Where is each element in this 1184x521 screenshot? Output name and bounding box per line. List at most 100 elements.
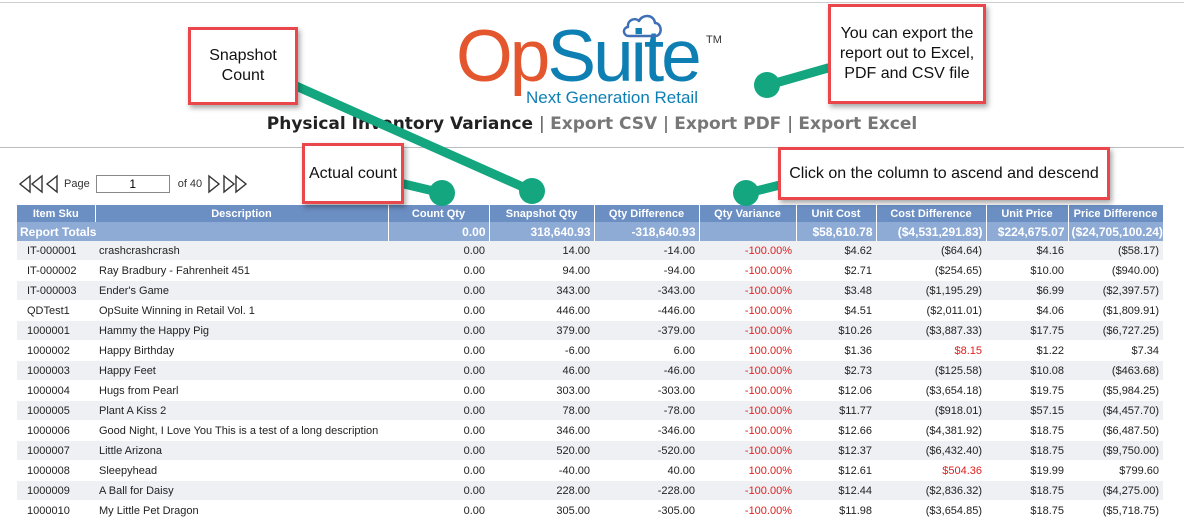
qty-difference-cell: -520.00 (594, 440, 699, 461)
count-qty-cell: 0.00 (388, 260, 489, 281)
unit-price-cell: $19.99 (986, 460, 1068, 481)
qty-difference-cell: -379.00 (594, 320, 699, 341)
col-header-cost-difference[interactable]: Cost Difference (876, 205, 987, 222)
separator: | (663, 114, 675, 134)
cost-difference-cell: ($2,836.32) (876, 480, 986, 501)
unit-cost-cell: $12.44 (796, 480, 876, 501)
price-difference-cell: ($2,397.57) (1068, 280, 1163, 301)
opsuite-logo: OpSuite TM Next Generation Retail (456, 14, 728, 110)
table-row: 1000001 Hammy the Happy Pig 0.00 379.00 -379… (17, 320, 1163, 341)
logo-tagline: Next Generation Retail (526, 88, 698, 107)
col-header-snapshot-qty[interactable]: Snapshot Qty (489, 205, 595, 222)
qty-difference-cell: -46.00 (594, 360, 699, 381)
qty-variance-cell: -100.00% (699, 280, 796, 301)
item-sku-cell: IT-000001 (17, 241, 95, 261)
price-difference-cell: ($463.68) (1068, 360, 1163, 381)
separator: | (539, 114, 551, 134)
unit-cost-cell: $2.73 (796, 360, 876, 381)
unit-cost-cell: $11.98 (796, 500, 876, 521)
item-sku-cell: QDTest1 (17, 300, 95, 321)
totals-count-qty: 0.00 (388, 222, 490, 241)
sort-pointer-line (743, 180, 785, 198)
qty-variance-cell: 100.00% (699, 340, 796, 361)
export-callout: You can export the report out to Excel, … (828, 4, 986, 104)
count-qty-cell: 0.00 (388, 320, 489, 341)
count-qty-cell: 0.00 (388, 440, 489, 461)
next-page-icon[interactable] (206, 174, 222, 194)
unit-cost-cell: $12.06 (796, 380, 876, 401)
col-header-unit-cost[interactable]: Unit Cost (796, 205, 877, 222)
col-header-qty-difference[interactable]: Qty Difference (594, 205, 700, 222)
description-cell: Hammy the Happy Pig (95, 320, 388, 341)
description-cell: Hugs from Pearl (95, 380, 388, 401)
item-sku-cell: 1000010 (17, 500, 95, 521)
header-row: Item Sku Description Count Qty Snapshot … (17, 205, 1164, 222)
cost-difference-cell: ($4,381.92) (876, 420, 986, 441)
price-difference-cell: ($6,727.25) (1068, 320, 1163, 341)
last-page-icon[interactable] (222, 174, 248, 194)
cost-difference-cell: ($254.65) (876, 260, 986, 281)
qty-difference-cell: -78.00 (594, 400, 699, 421)
report-title: Physical Inventory Variance (266, 114, 534, 134)
col-header-qty-variance[interactable]: Qty Variance (699, 205, 797, 222)
count-qty-cell: 0.00 (388, 480, 489, 501)
snapshot-qty-cell: 446.00 (489, 300, 594, 321)
cost-difference-cell: ($918.01) (876, 400, 986, 421)
snapshot-count-callout: Snapshot Count (188, 27, 298, 105)
col-header-description[interactable]: Description (95, 205, 389, 222)
export-pdf-link[interactable]: Export PDF (674, 114, 782, 134)
table-row: 1000003 Happy Feet 0.00 46.00 -46.00 -100.00%… (17, 360, 1163, 381)
qty-difference-cell: -228.00 (594, 480, 699, 501)
qty-difference-cell: -94.00 (594, 260, 699, 281)
description-cell: Good Night, I Love You This is a test of… (95, 420, 388, 441)
table-row: IT-000001 crashcrashcrash 0.00 14.00 -14.00-… (17, 241, 1163, 261)
item-sku-cell: 1000003 (17, 360, 95, 381)
snapshot-qty-cell: 14.00 (489, 241, 594, 261)
actual-marker-dot (429, 180, 455, 206)
item-sku-cell: 1000004 (17, 380, 95, 401)
description-cell: Plant A Kiss 2 (95, 400, 388, 421)
export-excel-link[interactable]: Export Excel (798, 114, 918, 134)
qty-difference-cell: 40.00 (594, 460, 699, 481)
count-qty-cell: 0.00 (388, 340, 489, 361)
table-row: 1000010 My Little Pet Dragon 0.00 305.00 -30… (17, 500, 1163, 521)
cost-difference-cell: $504.36 (876, 460, 986, 481)
price-difference-cell: ($940.00) (1068, 260, 1163, 281)
prev-page-icon[interactable] (44, 174, 60, 194)
unit-price-cell: $10.08 (986, 360, 1068, 381)
qty-variance-cell: -100.00% (699, 241, 796, 261)
unit-price-cell: $57.15 (986, 400, 1068, 421)
table-row: 1000008 Sleepyhead 0.00 -40.00 40.00 100.00% $… (17, 460, 1163, 481)
unit-cost-cell: $4.62 (796, 241, 876, 261)
section-divider (0, 147, 1184, 148)
col-header-price-difference[interactable]: Price Difference (1068, 205, 1164, 222)
first-page-icon[interactable] (18, 174, 44, 194)
snapshot-qty-cell: 379.00 (489, 320, 594, 341)
col-header-count-qty[interactable]: Count Qty (388, 205, 490, 222)
qty-variance-cell: -100.00% (699, 320, 796, 341)
qty-variance-cell: -100.00% (699, 360, 796, 381)
col-header-item-sku[interactable]: Item Sku (17, 205, 96, 222)
count-qty-cell: 0.00 (388, 400, 489, 421)
page-number-input[interactable] (95, 175, 170, 193)
price-difference-cell: ($5,718.75) (1068, 500, 1163, 521)
item-sku-cell: 1000001 (17, 320, 95, 341)
table-row: 1000002 Happy Birthday 0.00 -6.00 6.00 100.00… (17, 340, 1163, 361)
item-sku-cell: 1000007 (17, 440, 95, 461)
table-row: 1000006 Good Night, I Love You This is a … (17, 420, 1163, 441)
unit-price-cell: $4.16 (986, 241, 1068, 261)
cost-difference-cell: ($3,654.85) (876, 500, 986, 521)
description-cell: Ender's Game (95, 280, 388, 301)
unit-cost-cell: $12.66 (796, 420, 876, 441)
unit-price-cell: $18.75 (986, 480, 1068, 501)
col-header-unit-price[interactable]: Unit Price (986, 205, 1069, 222)
description-cell: Happy Feet (95, 360, 388, 381)
description-cell: Little Arizona (95, 440, 388, 461)
unit-cost-cell: $3.48 (796, 280, 876, 301)
item-sku-cell: IT-000003 (17, 280, 95, 301)
export-csv-link[interactable]: Export CSV (550, 114, 658, 134)
sort-marker-dot (733, 180, 759, 206)
snapshot-qty-cell: 343.00 (489, 280, 594, 301)
price-difference-cell: ($58.17) (1068, 241, 1163, 261)
table-row: 1000004 Hugs from Pearl 0.00 303.00 -303.00-… (17, 380, 1163, 401)
